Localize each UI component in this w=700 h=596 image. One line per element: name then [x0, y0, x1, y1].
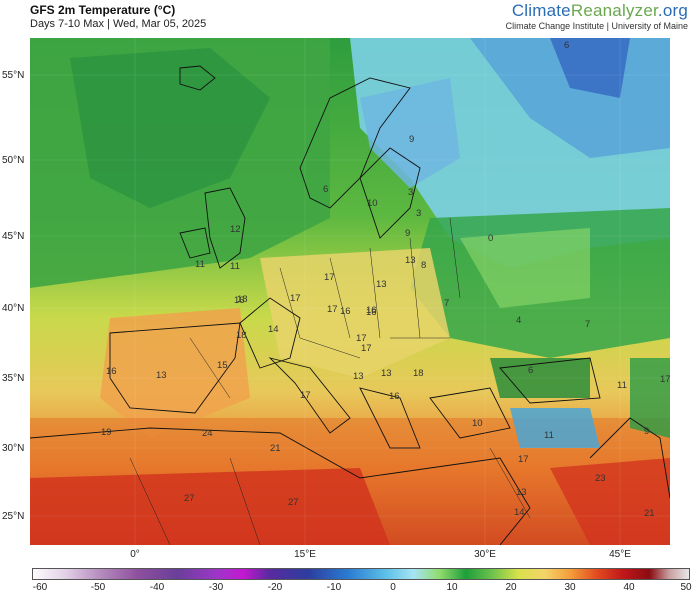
temperature-label: 17: [518, 454, 529, 465]
temperature-label: 27: [184, 493, 195, 504]
temperature-label: 27: [288, 497, 299, 508]
temperature-label: 6: [323, 184, 328, 195]
temperature-label: 24: [202, 428, 213, 439]
colorbar-tick: -40: [149, 582, 165, 593]
colorbar-tick: 10: [446, 582, 458, 593]
temperature-label: 8: [421, 260, 426, 271]
brand-logo[interactable]: ClimateReanalyzer.org: [512, 1, 688, 21]
temperature-label: 13: [405, 255, 416, 266]
temperature-label: 9: [405, 228, 410, 239]
colorbar-tick: -50: [90, 582, 106, 593]
temperature-label: 13: [353, 371, 364, 382]
temperature-label: 6: [564, 40, 569, 51]
colorbar-tick: 30: [564, 582, 576, 593]
temperature-label: 21: [644, 508, 655, 519]
temperature-label: 18: [413, 368, 424, 379]
temperature-label: 3: [416, 208, 421, 219]
temperature-label: 16: [234, 295, 245, 306]
temperature-label: 17: [324, 272, 335, 283]
colorbar-tick: 40: [623, 582, 635, 593]
lat-label: 35°N: [2, 373, 25, 384]
colorbar-tick: 50: [680, 582, 692, 593]
temperature-label: 17: [300, 390, 311, 401]
temperature-label: 10: [472, 418, 483, 429]
map-subtitle: Days 7-10 Max | Wed, Mar 05, 2025: [30, 18, 207, 30]
temperature-label: 17: [660, 374, 670, 385]
temperature-label: 14: [514, 507, 525, 518]
temperature-label: 21: [270, 443, 281, 454]
lon-label: 45°E: [609, 549, 631, 560]
temperature-label: 19: [101, 427, 112, 438]
temperature-label: 17: [356, 333, 367, 344]
temperature-label: 16: [366, 305, 377, 316]
temperature-label: 18: [237, 294, 248, 305]
lat-label: 25°N: [2, 511, 25, 522]
brand-suffix: .org: [657, 1, 688, 20]
colorbar-tick: -10: [326, 582, 342, 593]
temperature-label: 16: [389, 391, 400, 402]
temperature-label: 0: [488, 233, 493, 244]
colorbar-tick: 0: [390, 582, 396, 593]
temperature-label: 13: [516, 487, 527, 498]
temperature-label: 16: [366, 307, 377, 318]
temperature-label: 7: [444, 298, 449, 309]
lat-label: 50°N: [2, 155, 25, 166]
temperature-label: 9: [409, 134, 414, 145]
temperature-label: 16: [106, 366, 117, 377]
temperature-label: 11: [617, 380, 627, 391]
temperature-label: 17: [327, 304, 338, 315]
temperature-label: 15: [217, 360, 228, 371]
temperature-label: 13: [376, 279, 387, 290]
lat-label: 45°N: [2, 231, 25, 242]
temperature-label: 13: [156, 370, 167, 381]
colorbar-tick: -30: [208, 582, 224, 593]
temperature-label: 17: [361, 343, 372, 354]
temperature-label: 6: [528, 365, 533, 376]
lat-label: 40°N: [2, 303, 25, 314]
temperature-label: 14: [268, 324, 279, 335]
temperature-label: 7: [585, 319, 590, 330]
lon-label: 0°: [130, 549, 140, 560]
temperature-label: 17: [290, 293, 301, 304]
temperature-label: 10: [367, 198, 378, 209]
colorbar-tick: 20: [505, 582, 517, 593]
lat-label: 55°N: [2, 70, 25, 81]
map-title: GFS 2m Temperature (°C): [30, 3, 176, 17]
temperature-label: 3: [408, 187, 413, 198]
temperature-label: 23: [595, 473, 606, 484]
temperature-label: 13: [381, 368, 392, 379]
colorbar-tick: -60: [32, 582, 48, 593]
temperature-label: 9: [644, 426, 649, 437]
lon-label: 30°E: [474, 549, 496, 560]
colorbar-tick: -20: [267, 582, 283, 593]
lon-label: 15°E: [294, 549, 316, 560]
colorbar: [32, 568, 690, 580]
temperature-label: 11: [230, 261, 240, 272]
lat-label: 30°N: [2, 443, 25, 454]
temperature-label: 4: [516, 315, 521, 326]
temperature-label: 18: [236, 330, 247, 341]
brand-main: Climate: [511, 1, 571, 20]
temperature-label: 11: [544, 430, 554, 441]
brand-accent: Reanalyzer: [570, 1, 658, 20]
brand-subtitle: Climate Change Institute | University of…: [505, 21, 688, 31]
temperature-label: 11: [195, 259, 205, 270]
temperature-label: 16: [340, 306, 351, 317]
temperature-label: 12: [230, 224, 241, 235]
